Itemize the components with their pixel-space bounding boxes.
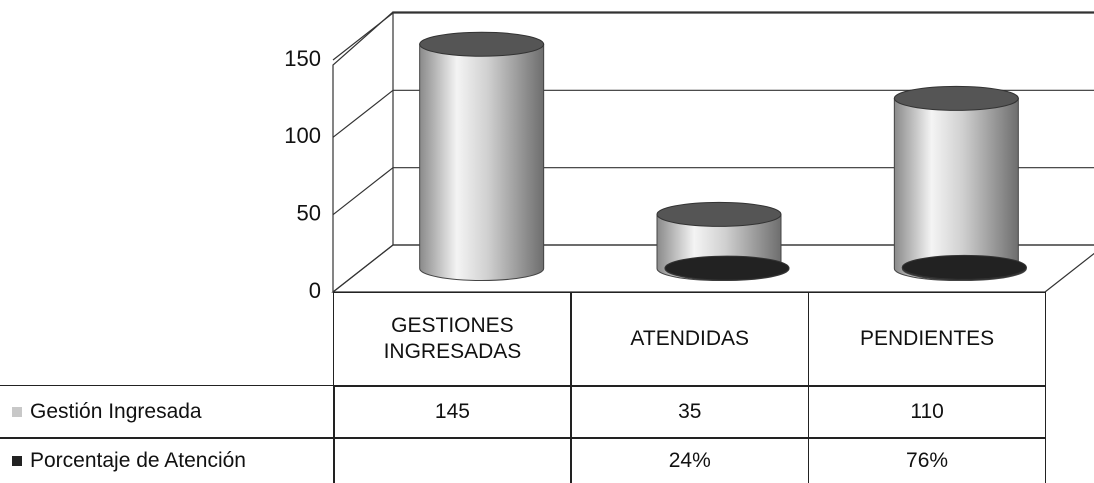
cylinder-bar <box>893 85 1019 281</box>
legend-cell: Gestión Ingresada <box>0 385 335 439</box>
x-tick-label: PENDIENTES <box>859 327 995 351</box>
legend-cell: Porcentaje de Atención <box>0 437 335 483</box>
category-cell: ATENDIDAS <box>570 292 810 387</box>
x-tick-label: GESTIONES INGRESADAS <box>383 314 522 364</box>
cylinder-top <box>664 255 790 281</box>
value-cell <box>333 437 572 483</box>
data-label: 24% <box>668 448 711 472</box>
cylinder-top <box>901 254 1027 280</box>
x-tick-label: ATENDIDAS <box>630 327 750 351</box>
data-label: 35 <box>678 399 702 423</box>
value-cell: 110 <box>807 385 1047 439</box>
cylinder-top <box>656 201 782 227</box>
value-cell: 145 <box>333 385 572 439</box>
cylinder-bar <box>901 254 1027 281</box>
value-cell: 35 <box>570 385 810 439</box>
data-label: 76% <box>906 448 949 472</box>
data-label: 145 <box>434 399 470 423</box>
legend-label: Porcentaje de Atención <box>30 448 246 472</box>
data-label: 110 <box>910 399 944 423</box>
cylinder-top <box>419 31 545 57</box>
value-cell: 76% <box>807 437 1047 483</box>
y-tick-label: 0 <box>309 278 321 303</box>
cylinder-bar <box>419 31 545 281</box>
legend-key <box>12 406 22 417</box>
cylinder-body <box>893 97 1019 281</box>
grid-line <box>332 244 1094 293</box>
legend-key <box>12 455 22 466</box>
category-cell: PENDIENTES <box>807 292 1047 387</box>
value-cell: 24% <box>570 437 810 483</box>
cylinder-top <box>893 85 1019 111</box>
cylinder-body <box>419 43 545 281</box>
legend-label: Gestión Ingresada <box>30 399 202 423</box>
category-cell: GESTIONES INGRESADAS <box>333 292 572 387</box>
grid-line <box>332 89 1094 138</box>
grid-line <box>332 12 1094 61</box>
side-wall <box>332 11 394 292</box>
grid-line <box>332 167 1094 216</box>
y-tick-label: 150 <box>284 46 321 71</box>
cylinder-bar <box>664 255 790 281</box>
y-tick-label: 50 <box>297 200 321 225</box>
y-tick-label: 100 <box>284 123 321 148</box>
